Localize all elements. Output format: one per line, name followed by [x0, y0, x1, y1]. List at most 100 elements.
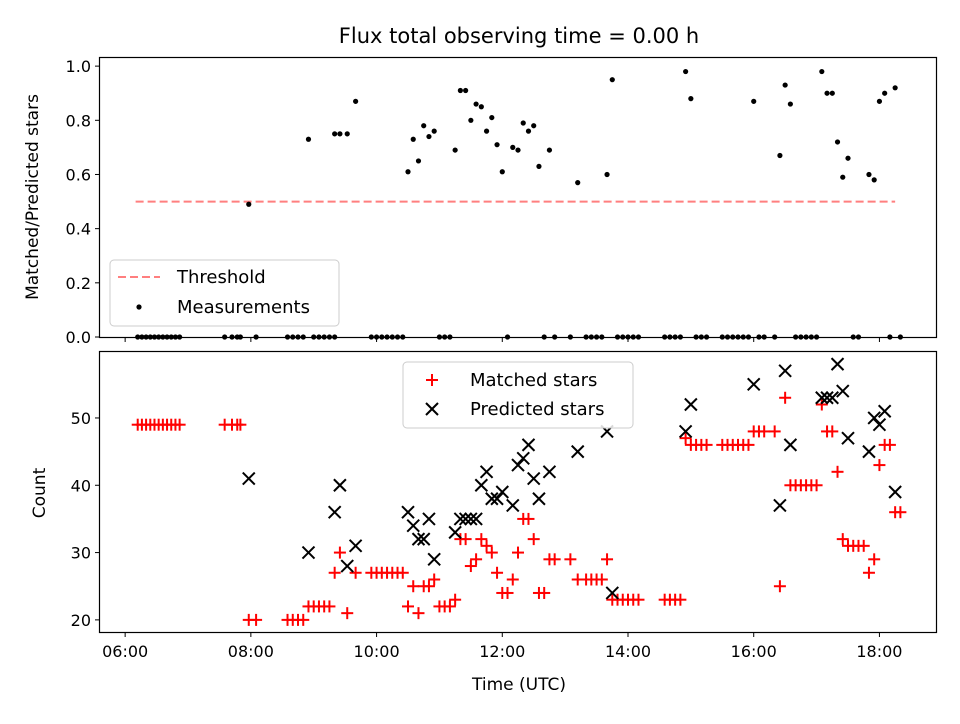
measurement-point [782, 82, 788, 88]
measurement-point [332, 131, 338, 137]
measurement-point [344, 131, 350, 137]
predicted-point [830, 357, 845, 371]
measurement-point [892, 85, 898, 91]
measurement-point [609, 77, 615, 83]
measurement-point [246, 201, 252, 207]
matched-point [491, 566, 504, 579]
predicted-point [605, 586, 619, 600]
bottom-plot-frame [98, 350, 938, 634]
predicted-point [521, 438, 536, 452]
measurement-point [546, 147, 553, 153]
predicted-point [516, 451, 530, 466]
threshold-legend-label: Threshold [176, 267, 266, 288]
measurement-point [824, 90, 830, 96]
predicted-point [485, 492, 499, 506]
chart-title: Flux total observing time = 0.00 h [339, 24, 699, 48]
matched-point [349, 566, 362, 579]
predicted-point [411, 532, 426, 546]
matched-point [428, 573, 441, 586]
measurement-point [751, 98, 757, 104]
predicted-point [678, 424, 693, 439]
measurement-point [871, 177, 877, 183]
matched-point [679, 432, 692, 445]
matched-point [857, 539, 870, 552]
matched-point [836, 533, 849, 546]
predicted-point [877, 404, 892, 418]
measurements-legend-swatch [136, 304, 142, 310]
bottom-xtick-label: 12:00 [479, 642, 525, 661]
predicted-point [458, 512, 473, 526]
predicted-point [511, 458, 525, 472]
measurement-point [478, 104, 484, 110]
matched-point [422, 580, 435, 593]
predicted-point [684, 397, 698, 412]
predicted-point [825, 391, 839, 405]
top-ytick-label: 0.8 [66, 111, 91, 130]
top-ytick-label: 0.4 [66, 220, 91, 239]
matched-point [234, 418, 247, 431]
top-plot-frame [98, 56, 938, 339]
matched-point [480, 539, 493, 552]
measurement-point [531, 123, 537, 129]
measurement-point [525, 128, 532, 134]
predicted-point [327, 505, 342, 519]
measurement-point [510, 144, 516, 150]
measurement-point [405, 169, 411, 175]
measurement-point [520, 120, 526, 126]
measurement-point [421, 123, 427, 129]
measurement-point [834, 139, 841, 145]
predicted-point [474, 478, 489, 492]
matched-point [831, 465, 844, 478]
matched-point [862, 566, 875, 579]
bottom-legend: Matched stars Predicted stars [402, 361, 634, 429]
matched-point [328, 566, 341, 579]
bottom-ytick-label: 40 [71, 476, 91, 495]
measurement-point [604, 171, 610, 178]
predicted-point [867, 411, 881, 425]
predicted-point [340, 559, 354, 573]
predicted-point [242, 471, 256, 486]
matched-point [773, 580, 786, 593]
matched-point [297, 613, 310, 626]
matched-point [341, 607, 354, 620]
predicted-point [422, 512, 436, 526]
predicted-point [888, 485, 902, 499]
predicted-point [862, 444, 876, 459]
predicted-point [453, 512, 468, 526]
top-legend-box [109, 259, 340, 327]
matched-point [475, 533, 488, 546]
measurement-point [515, 147, 521, 153]
matched-point [333, 546, 346, 559]
matched-point [810, 479, 823, 492]
top-legend: Threshold Measurements [109, 259, 340, 327]
matched-point [396, 566, 409, 579]
predicted-point [820, 391, 834, 405]
matched-point [815, 398, 828, 411]
bottom-ytick-label: 50 [71, 409, 91, 428]
measurement-point [483, 128, 490, 134]
measurement-point [777, 152, 783, 159]
top-ytick-label: 0.6 [66, 165, 91, 184]
predicted-point [490, 492, 504, 506]
matched-legend-swatch [426, 374, 438, 386]
measurements-legend-label: Measurements [177, 297, 310, 318]
predicted-point [506, 498, 520, 513]
measurement-point [819, 68, 825, 75]
predicted-point [406, 518, 420, 533]
matched-point [522, 512, 535, 525]
predicted-point [464, 512, 478, 526]
measurement-point [499, 169, 505, 175]
bottom-xlabel: Time (UTC) [471, 675, 566, 695]
top-ytick-label: 0.2 [66, 274, 91, 293]
predicted-point [469, 512, 483, 526]
matched-point [501, 586, 514, 599]
predicted-point [495, 485, 509, 499]
matched-point [459, 533, 472, 546]
predicted-point [417, 532, 431, 546]
predicted-point [773, 498, 787, 513]
predicted-point [783, 438, 798, 452]
matched-point [323, 600, 336, 613]
top-ytick-label: 0.0 [66, 328, 91, 347]
matched-point [538, 586, 551, 599]
